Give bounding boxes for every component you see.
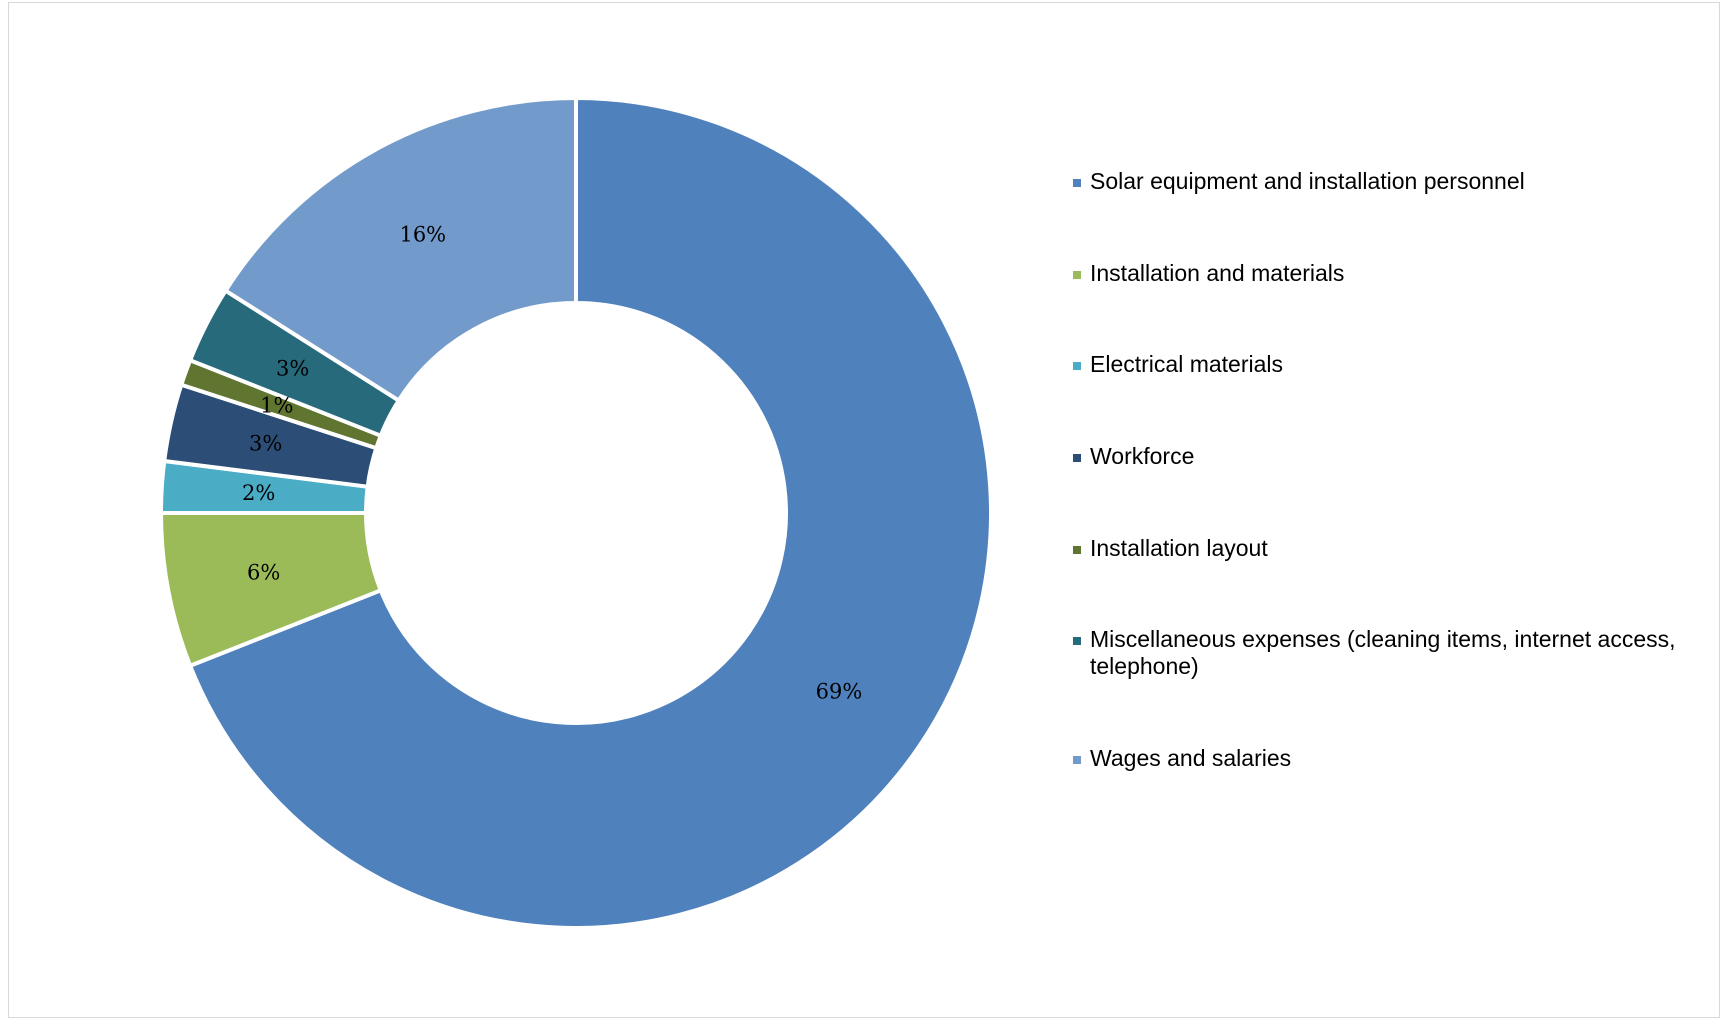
legend-label: Miscellaneous expenses (cleaning items, … xyxy=(1090,626,1676,679)
legend-item-installation-layout: Installation layout xyxy=(1073,535,1713,562)
legend-label: Installation and materials xyxy=(1090,260,1345,286)
legend-label: Wages and salaries xyxy=(1090,745,1292,771)
chart-area: 69% 6% 2% 3% 1% 3% 16% Solar equipment and ins… xyxy=(8,2,1720,1018)
slice-label-workforce: 3% xyxy=(249,432,282,456)
legend-swatch xyxy=(1073,546,1081,554)
legend-item-installation-materials: Installation and materials xyxy=(1073,260,1713,287)
legend-label: Workforce xyxy=(1090,443,1195,469)
legend-label: Installation layout xyxy=(1090,535,1268,561)
slice-label-miscellaneous-expenses: 3% xyxy=(276,357,309,381)
slice-label-installation-layout: 1% xyxy=(260,393,293,417)
slice-wages-salaries xyxy=(222,95,578,404)
slice-label-installation-materials: 6% xyxy=(247,561,280,585)
legend-swatch xyxy=(1073,637,1081,645)
slice-solar-equipment xyxy=(187,95,993,930)
legend-item-solar-equipment: Solar equipment and installation personn… xyxy=(1073,168,1713,195)
legend-swatch xyxy=(1073,454,1081,462)
legend-item-workforce: Workforce xyxy=(1073,443,1713,470)
legend-swatch xyxy=(1073,362,1081,370)
legend-label: Solar equipment and installation personn… xyxy=(1090,168,1525,194)
legend-item-wages-salaries: Wages and salaries xyxy=(1073,745,1713,772)
slice-label-wages-salaries: 16% xyxy=(399,222,446,246)
legend-item-electrical-materials: Electrical materials xyxy=(1073,351,1713,378)
legend-item-miscellaneous-expenses: Miscellaneous expenses (cleaning items, … xyxy=(1073,626,1713,680)
legend-label: Electrical materials xyxy=(1090,351,1283,377)
legend-swatch xyxy=(1073,271,1081,279)
legend-swatch xyxy=(1073,756,1081,764)
slice-label-solar-equipment: 69% xyxy=(816,680,863,704)
slice-label-electrical-materials: 2% xyxy=(242,481,275,505)
legend-swatch xyxy=(1073,179,1081,187)
donut-chart: 69% 6% 2% 3% 1% 3% 16% xyxy=(158,95,993,930)
